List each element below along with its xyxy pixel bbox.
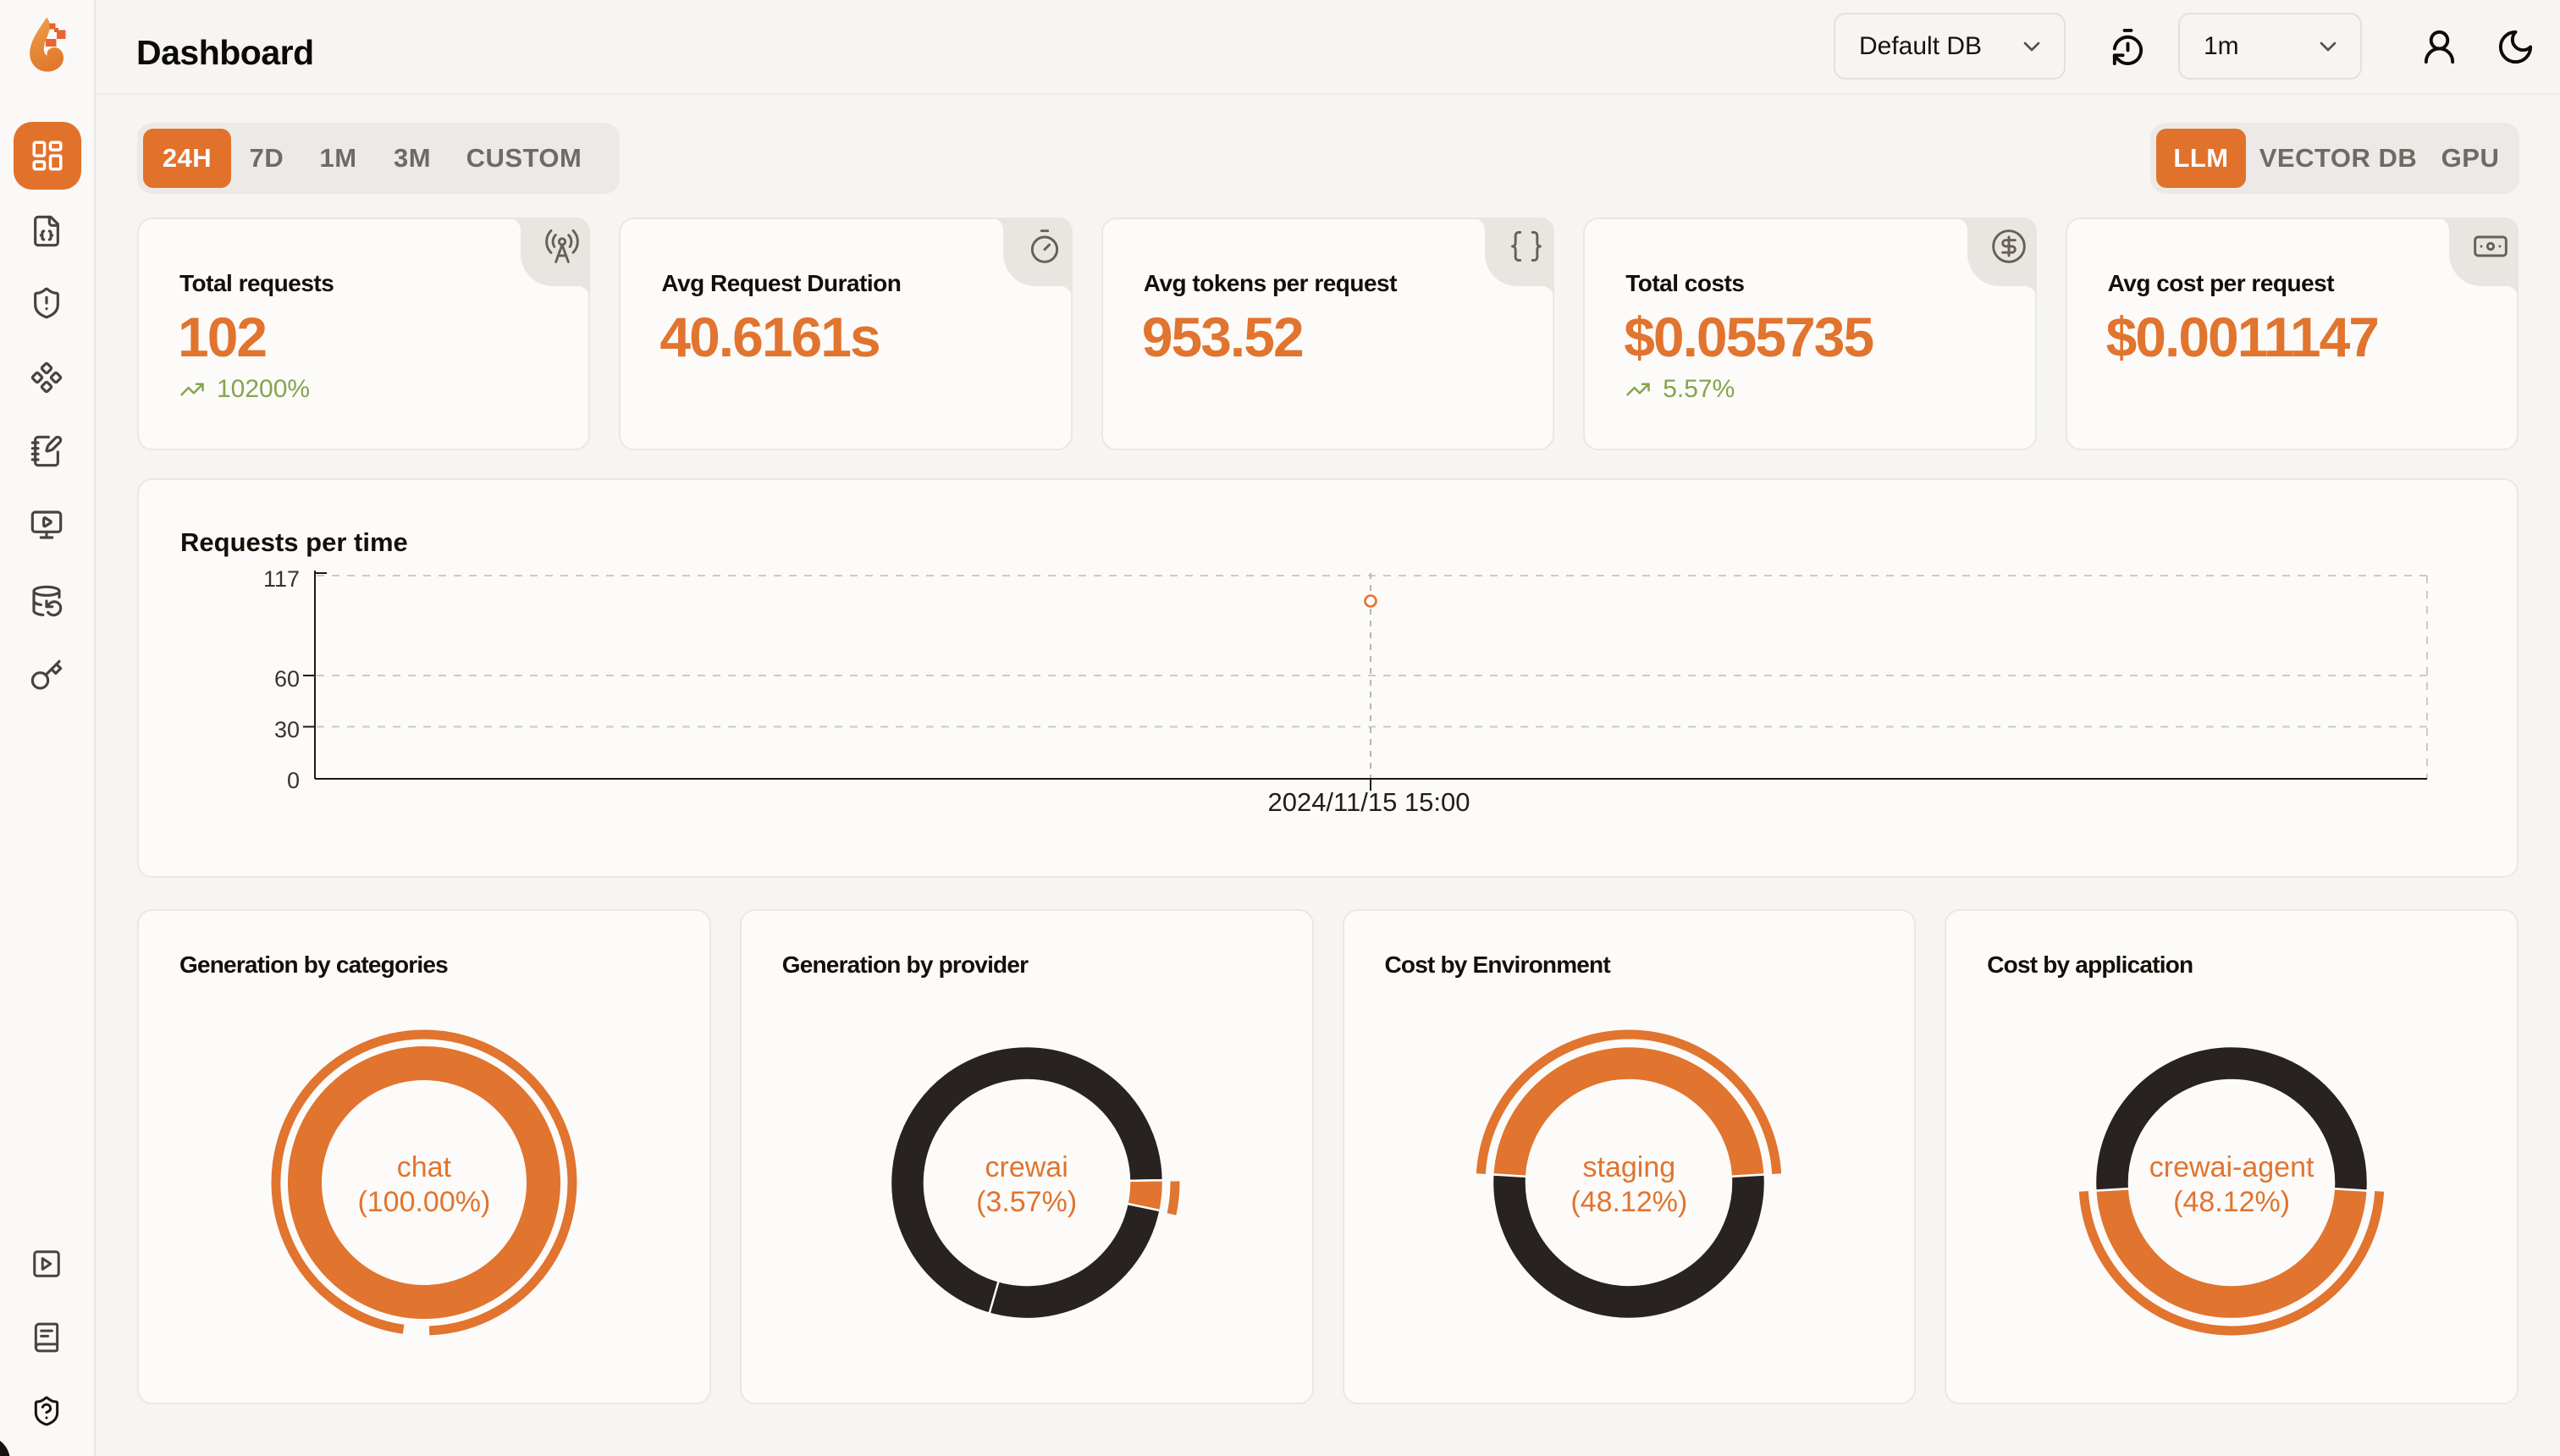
svg-text:2024/11/15 15:00: 2024/11/15 15:00 (1267, 787, 1470, 817)
svg-text:0: 0 (287, 768, 300, 793)
svg-text:30: 30 (274, 717, 300, 742)
svg-text:60: 60 (274, 666, 300, 692)
svg-text:117: 117 (263, 566, 300, 592)
